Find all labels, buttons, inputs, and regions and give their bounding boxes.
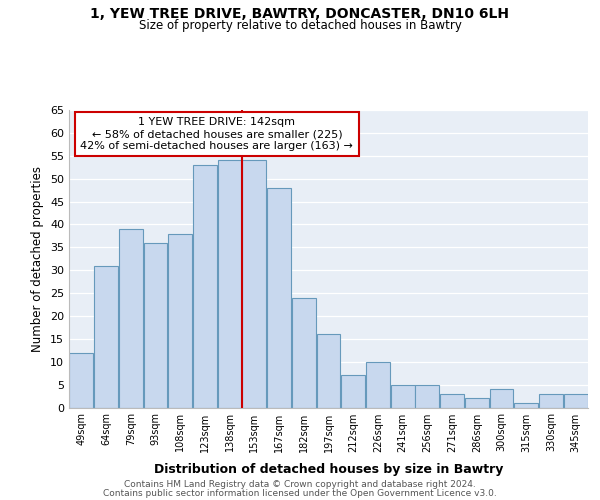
- Bar: [242, 160, 266, 408]
- Bar: [465, 398, 489, 407]
- Bar: [218, 160, 242, 408]
- Text: 1 YEW TREE DRIVE: 142sqm
← 58% of detached houses are smaller (225)
42% of semi-: 1 YEW TREE DRIVE: 142sqm ← 58% of detach…: [80, 118, 353, 150]
- Bar: [539, 394, 563, 407]
- Bar: [94, 266, 118, 408]
- Text: Contains public sector information licensed under the Open Government Licence v3: Contains public sector information licen…: [103, 488, 497, 498]
- Text: Size of property relative to detached houses in Bawtry: Size of property relative to detached ho…: [139, 18, 461, 32]
- Bar: [341, 376, 365, 408]
- Bar: [415, 384, 439, 407]
- Text: 1, YEW TREE DRIVE, BAWTRY, DONCASTER, DN10 6LH: 1, YEW TREE DRIVE, BAWTRY, DONCASTER, DN…: [91, 8, 509, 22]
- Y-axis label: Number of detached properties: Number of detached properties: [31, 166, 44, 352]
- Bar: [490, 389, 514, 407]
- Bar: [563, 394, 587, 407]
- Bar: [168, 234, 192, 408]
- Bar: [440, 394, 464, 407]
- Text: Contains HM Land Registry data © Crown copyright and database right 2024.: Contains HM Land Registry data © Crown c…: [124, 480, 476, 489]
- Bar: [317, 334, 340, 407]
- Bar: [391, 384, 415, 407]
- Bar: [143, 242, 167, 408]
- Bar: [119, 229, 143, 408]
- Bar: [193, 165, 217, 408]
- Bar: [292, 298, 316, 408]
- X-axis label: Distribution of detached houses by size in Bawtry: Distribution of detached houses by size …: [154, 463, 503, 476]
- Bar: [514, 403, 538, 407]
- Bar: [366, 362, 390, 408]
- Bar: [70, 352, 94, 408]
- Bar: [267, 188, 291, 408]
